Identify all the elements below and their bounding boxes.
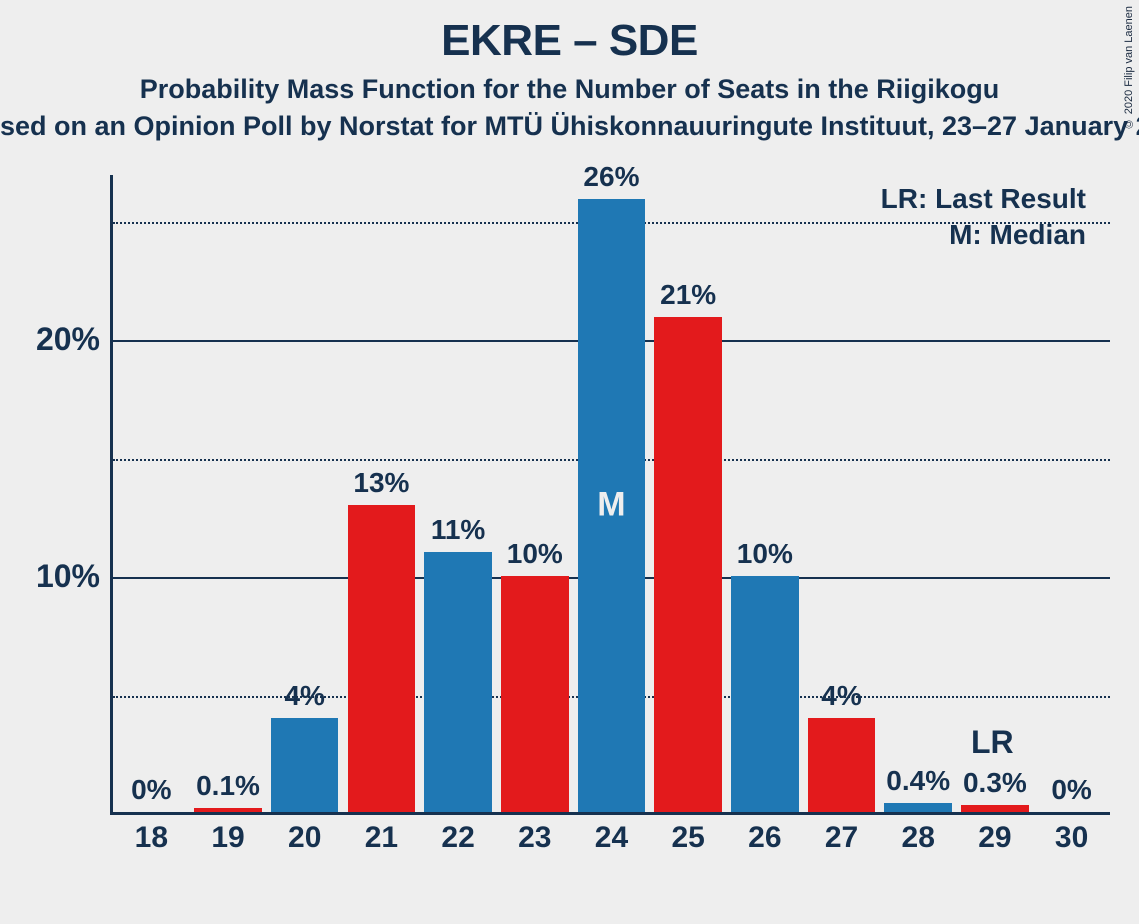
lr-mark: LR bbox=[971, 724, 1014, 761]
copyright-text: © 2020 Filip van Laenen bbox=[1123, 6, 1135, 129]
titles: EKRE – SDE Probability Mass Function for… bbox=[0, 0, 1139, 142]
bars-container: 0%0.1%4%13%11%10%26%M21%10%4%0.4%0.3%0% bbox=[113, 175, 1110, 812]
bar-slot: 10% bbox=[727, 175, 804, 812]
bar-value-label: 10% bbox=[507, 538, 563, 570]
bar: 4% bbox=[271, 718, 338, 812]
y-tick-label: 10% bbox=[0, 558, 100, 595]
legend-m: M: Median bbox=[881, 217, 1086, 253]
x-tick-label: 25 bbox=[650, 821, 727, 855]
bar-value-label: 0% bbox=[131, 774, 171, 806]
x-tick-label: 20 bbox=[266, 821, 343, 855]
x-tick-label: 26 bbox=[727, 821, 804, 855]
bar-slot: 10% bbox=[496, 175, 573, 812]
chart-subtitle: Probability Mass Function for the Number… bbox=[0, 66, 1139, 105]
y-tick-label: 20% bbox=[0, 321, 100, 358]
chart-source: sed on an Opinion Poll by Norstat for MT… bbox=[0, 105, 1139, 142]
bar: 0.3% bbox=[961, 805, 1028, 812]
bar-value-label: 0.1% bbox=[196, 770, 260, 802]
bar-value-label: 11% bbox=[431, 514, 486, 546]
x-tick-label: 27 bbox=[803, 821, 880, 855]
bar-value-label: 4% bbox=[821, 680, 861, 712]
x-tick-label: 21 bbox=[343, 821, 420, 855]
bar: 26%M bbox=[578, 199, 645, 812]
bar-slot: 21% bbox=[650, 175, 727, 812]
bar-value-label: 26% bbox=[583, 161, 639, 193]
bar-value-label: 0% bbox=[1051, 774, 1091, 806]
bar: 0.1% bbox=[194, 808, 261, 812]
bar: 10% bbox=[731, 576, 798, 812]
legend: LR: Last Result M: Median bbox=[881, 181, 1086, 254]
plot-area: 0%0.1%4%13%11%10%26%M21%10%4%0.4%0.3%0% … bbox=[110, 175, 1110, 815]
bar-slot: 0% bbox=[1033, 175, 1110, 812]
median-mark: M bbox=[597, 486, 625, 525]
bar-slot: 13% bbox=[343, 175, 420, 812]
bar-value-label: 21% bbox=[660, 279, 716, 311]
x-tick-label: 28 bbox=[880, 821, 957, 855]
bar: 4% bbox=[808, 718, 875, 812]
x-tick-label: 19 bbox=[190, 821, 267, 855]
x-tick-label: 23 bbox=[496, 821, 573, 855]
bar-value-label: 0.4% bbox=[886, 765, 950, 797]
x-tick-label: 29 bbox=[957, 821, 1034, 855]
x-tick-label: 18 bbox=[113, 821, 190, 855]
bar-value-label: 10% bbox=[737, 538, 793, 570]
x-tick-label: 30 bbox=[1033, 821, 1110, 855]
bar-value-label: 13% bbox=[353, 467, 409, 499]
bar-slot: 0% bbox=[113, 175, 190, 812]
legend-lr: LR: Last Result bbox=[881, 181, 1086, 217]
bar-slot: 0.1% bbox=[190, 175, 267, 812]
x-axis-line bbox=[110, 812, 1110, 815]
bar-value-label: 0.3% bbox=[963, 767, 1027, 799]
bar: 0.4% bbox=[884, 803, 951, 812]
chart: 0%0.1%4%13%11%10%26%M21%10%4%0.4%0.3%0% … bbox=[110, 175, 1110, 875]
bar-slot: 4% bbox=[803, 175, 880, 812]
chart-title: EKRE – SDE bbox=[0, 0, 1139, 66]
bar: 11% bbox=[424, 552, 491, 812]
bar-slot: 0.3% bbox=[957, 175, 1034, 812]
bar: 13% bbox=[348, 505, 415, 812]
x-tick-label: 24 bbox=[573, 821, 650, 855]
x-tick-label: 22 bbox=[420, 821, 497, 855]
bar-slot: 26%M bbox=[573, 175, 650, 812]
bar-value-label: 4% bbox=[284, 680, 324, 712]
x-axis-labels: 18192021222324252627282930 bbox=[113, 821, 1110, 855]
bar: 21% bbox=[654, 317, 721, 812]
bar-slot: 11% bbox=[420, 175, 497, 812]
bar: 10% bbox=[501, 576, 568, 812]
bar-slot: 4% bbox=[266, 175, 343, 812]
bar-slot: 0.4% bbox=[880, 175, 957, 812]
